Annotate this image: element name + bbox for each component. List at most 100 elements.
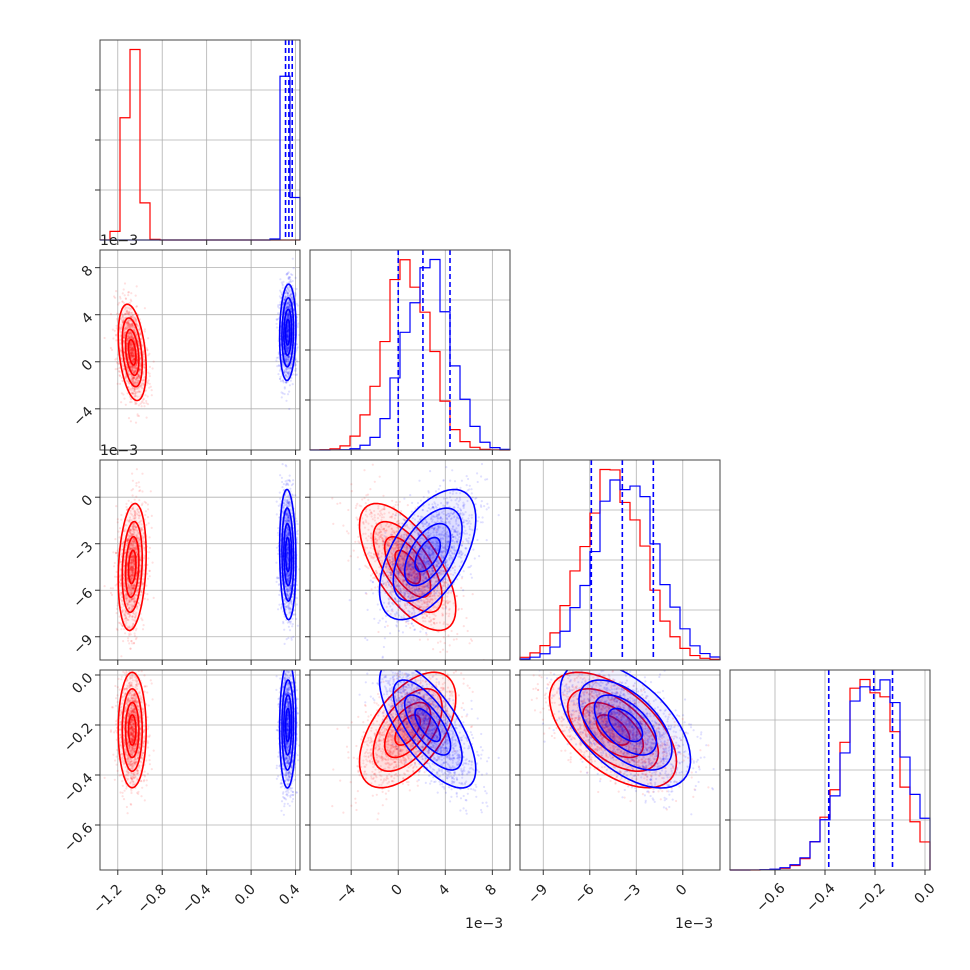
red-sample-point	[148, 551, 151, 554]
blue-sample-point	[287, 358, 290, 361]
red-sample-point	[129, 420, 132, 423]
red-sample-point	[130, 292, 133, 295]
red-sample-point	[123, 333, 126, 336]
red-sample-point	[136, 377, 139, 380]
blue-sample-point	[291, 297, 294, 300]
red-sample-point	[116, 367, 119, 370]
blue-sample-point	[281, 486, 284, 489]
red-sample-point	[137, 375, 140, 378]
red-sample-point	[120, 357, 123, 360]
red-sample-point	[116, 382, 119, 385]
red-sample-point	[130, 354, 134, 357]
red-sample-point	[118, 295, 122, 298]
blue-sample-point	[287, 315, 290, 318]
red-sample-point	[134, 366, 137, 369]
red-sample-point	[114, 538, 117, 541]
red-sample-point	[137, 375, 140, 378]
blue-sample-point	[289, 368, 292, 371]
red-sample-point	[115, 334, 118, 337]
red-sample-point	[133, 358, 136, 361]
red-sample-point	[126, 337, 130, 340]
red-sample-point	[132, 352, 135, 355]
red-sample-point	[125, 366, 129, 370]
red-sample-point	[123, 334, 126, 338]
blue-sample-point	[286, 332, 289, 336]
red-sample-point	[140, 401, 143, 404]
blue-sample-point	[287, 355, 290, 358]
panel-frame	[519, 459, 721, 661]
red-sample-point	[122, 288, 125, 291]
red-sample-point	[130, 351, 134, 354]
red-sample-point	[127, 335, 130, 338]
blue-sample-point	[294, 291, 297, 295]
red-sample-point	[137, 404, 140, 407]
blue-sample-point	[287, 329, 290, 332]
red-sample-point	[141, 379, 144, 382]
blue-sample-point	[286, 317, 289, 320]
red-sample-point	[111, 328, 114, 331]
red-sample-point	[130, 351, 133, 354]
red-sample-point	[143, 330, 146, 333]
red-sample-point	[129, 331, 132, 334]
red-sample-point	[134, 421, 138, 424]
blue-sample-point	[287, 314, 290, 318]
blue-sample-point	[287, 292, 290, 295]
blue-sample-point	[286, 314, 289, 317]
blue-sample-point	[297, 322, 300, 325]
blue-sample-point	[283, 297, 286, 300]
blue-sample-point	[293, 364, 296, 367]
blue-sample-point	[277, 504, 280, 507]
blue-sample-point	[284, 356, 287, 359]
blue-sample-point	[287, 371, 290, 374]
red-sample-point	[150, 394, 153, 397]
red-sample-point	[135, 322, 138, 325]
red-sample-point	[123, 347, 126, 350]
red-sample-point	[127, 357, 130, 360]
red-sample-point	[128, 642, 131, 645]
blue-sample-point	[286, 336, 289, 339]
blue-sample-point	[292, 373, 295, 376]
red-sample-point	[114, 296, 117, 299]
red-sample-point	[146, 503, 149, 506]
red-sample-point	[119, 375, 122, 378]
scatter-panel-2-0: −9−6−30	[70, 459, 301, 665]
red-sample-point	[130, 334, 133, 337]
red-sample-point	[134, 319, 137, 322]
red-sample-point	[132, 376, 135, 380]
blue-sample-point	[276, 365, 279, 368]
blue-sample-point	[290, 296, 294, 299]
blue-sample-point	[283, 371, 286, 374]
red-sample-point	[126, 327, 129, 330]
red-sample-point	[152, 596, 155, 600]
red-sample-point	[127, 337, 130, 340]
blue-sample-point	[288, 316, 291, 319]
red-sample-point	[140, 384, 143, 387]
red-sample-point	[126, 335, 130, 338]
blue-sample-point	[288, 304, 291, 307]
red-sample-point	[119, 334, 122, 337]
blue-sample-point	[286, 329, 289, 332]
red-sample-point	[134, 394, 137, 398]
red-sample-point	[121, 292, 124, 295]
red-sample-point	[133, 316, 136, 319]
red-sample-point	[117, 363, 120, 366]
red-sample-point	[136, 395, 139, 398]
red-sample-point	[131, 315, 134, 318]
red-sample-point	[136, 359, 139, 362]
blue-sample-point	[286, 272, 289, 275]
red-sample-point	[131, 348, 135, 351]
red-sample-point	[129, 346, 132, 349]
red-sample-point	[122, 340, 126, 343]
red-sample-point	[131, 336, 134, 339]
blue-sample-point	[286, 350, 289, 353]
red-sample-point	[118, 301, 121, 304]
blue-sample-point	[283, 387, 286, 390]
red-sample-point	[136, 359, 139, 362]
red-sample-point	[135, 324, 138, 327]
red-sample-point	[136, 358, 139, 361]
red-sample-point	[131, 337, 134, 340]
blue-sample-point	[288, 384, 291, 387]
red-sample-point	[130, 336, 133, 339]
red-sample-point	[133, 338, 136, 341]
blue-sample-point	[288, 355, 291, 359]
